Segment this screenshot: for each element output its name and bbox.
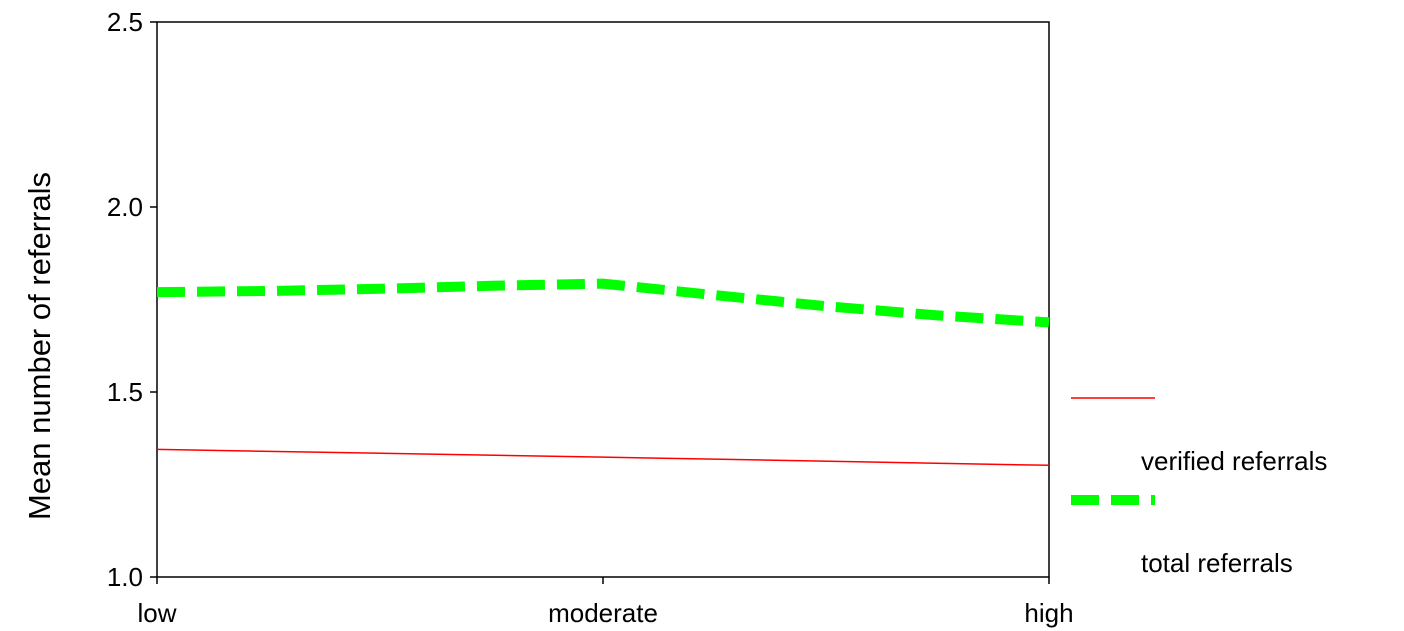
y-tick-label: 2.0	[107, 192, 143, 222]
plot-area	[156, 21, 1050, 578]
ticks-layer: 1.0 1.5 2.0 2.5 low moderate high	[107, 7, 1074, 628]
y-tick-label: 1.0	[107, 562, 143, 592]
series-line-0	[156, 448, 1050, 467]
y-tick-label: 2.5	[107, 7, 143, 37]
series-line-1	[156, 278, 1050, 328]
plot-border	[156, 21, 1050, 578]
x-tick-label: high	[1024, 598, 1073, 628]
x-tick-label: moderate	[548, 598, 658, 628]
legend: verified referrals total referrals	[1071, 397, 1327, 578]
y-tick-label: 1.5	[107, 377, 143, 407]
y-axis-title: Mean number of referrals	[22, 172, 57, 520]
legend-label-0: verified referrals	[1141, 446, 1327, 476]
legend-label-1: total referrals	[1141, 548, 1293, 578]
x-tick-label: low	[137, 598, 176, 628]
series-layer	[156, 278, 1050, 467]
